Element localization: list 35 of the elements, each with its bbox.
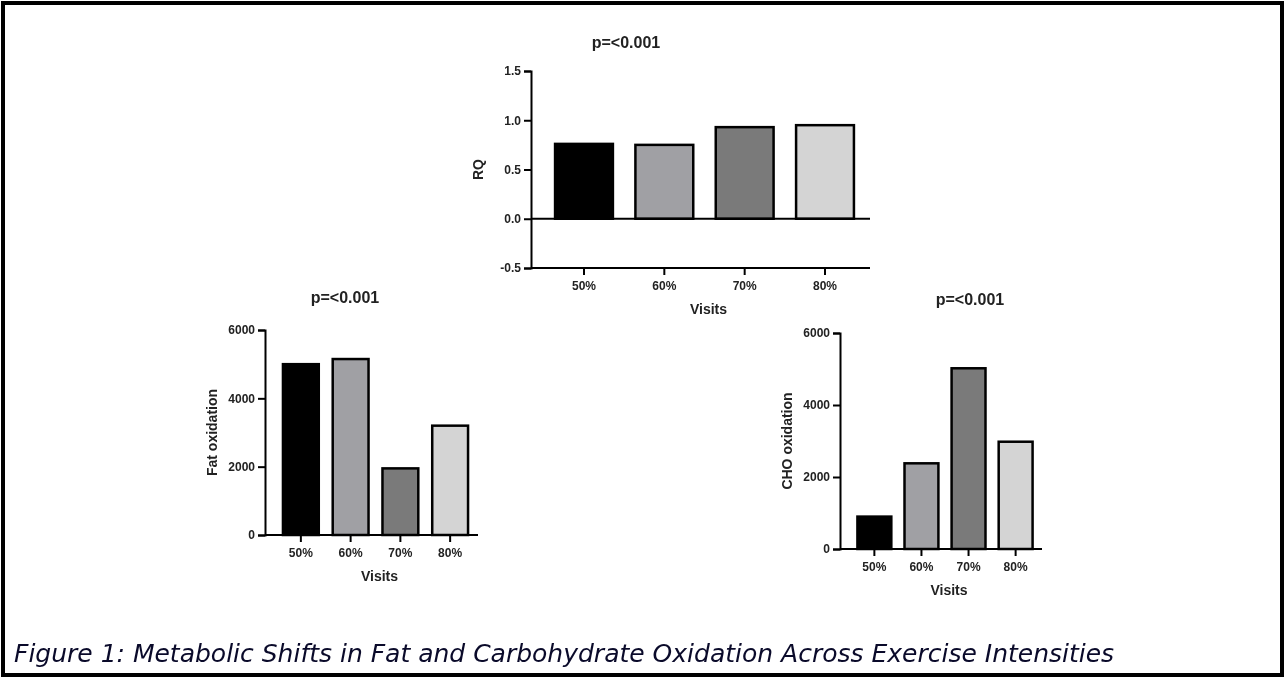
x-tick-label: 70% xyxy=(732,278,757,293)
x-tick-label: 60% xyxy=(338,545,363,560)
y-axis-title: RQ xyxy=(470,158,486,180)
y-axis-title: CHO oxidation xyxy=(779,392,795,490)
x-tick-label: 60% xyxy=(652,278,677,293)
y-tick-label: 0 xyxy=(248,528,256,543)
y-tick-label: 6000 xyxy=(803,326,831,341)
x-axis-title: Visits xyxy=(360,568,399,584)
chart-title: p=<0.001 xyxy=(591,34,661,51)
y-tick-label: 4000 xyxy=(228,391,256,406)
y-tick-label: 1.0 xyxy=(504,113,522,128)
x-tick-label: 50% xyxy=(571,278,597,293)
x-tick-label: 70% xyxy=(388,545,413,560)
chart-title: p=<0.001 xyxy=(935,291,1005,308)
y-tick-label: 4000 xyxy=(803,398,831,413)
x-tick-label: 50% xyxy=(288,545,314,560)
x-tick-label: 80% xyxy=(438,545,463,560)
y-tick-label: 6000 xyxy=(228,323,256,338)
x-axis-title: Visits xyxy=(930,582,968,598)
y-tick-label: 2000 xyxy=(228,460,256,475)
x-tick-label: 80% xyxy=(812,278,838,293)
y-tick-label: 0.5 xyxy=(504,162,522,177)
caption: Figure 1: Metabolic Shifts in Fat and Carbohydrate Oxidation Across Exercise Intensities xyxy=(14,639,1115,668)
y-axis-title: Fat oxidation xyxy=(204,388,220,477)
x-tick-label: 80% xyxy=(1003,559,1028,574)
y-tick-label: 0 xyxy=(823,542,831,557)
x-tick-label: 70% xyxy=(956,559,981,574)
x-tick-label: 50% xyxy=(862,559,887,574)
y-tick-label: 0.0 xyxy=(504,212,522,227)
x-axis-title: Visits xyxy=(689,301,728,317)
y-tick-label: 1.5 xyxy=(504,64,522,79)
chart-title: p=<0.001 xyxy=(310,289,380,306)
x-tick-label: 60% xyxy=(909,559,934,574)
y-tick-label: 2000 xyxy=(803,470,831,485)
y-tick-label: -0.5 xyxy=(500,261,522,276)
